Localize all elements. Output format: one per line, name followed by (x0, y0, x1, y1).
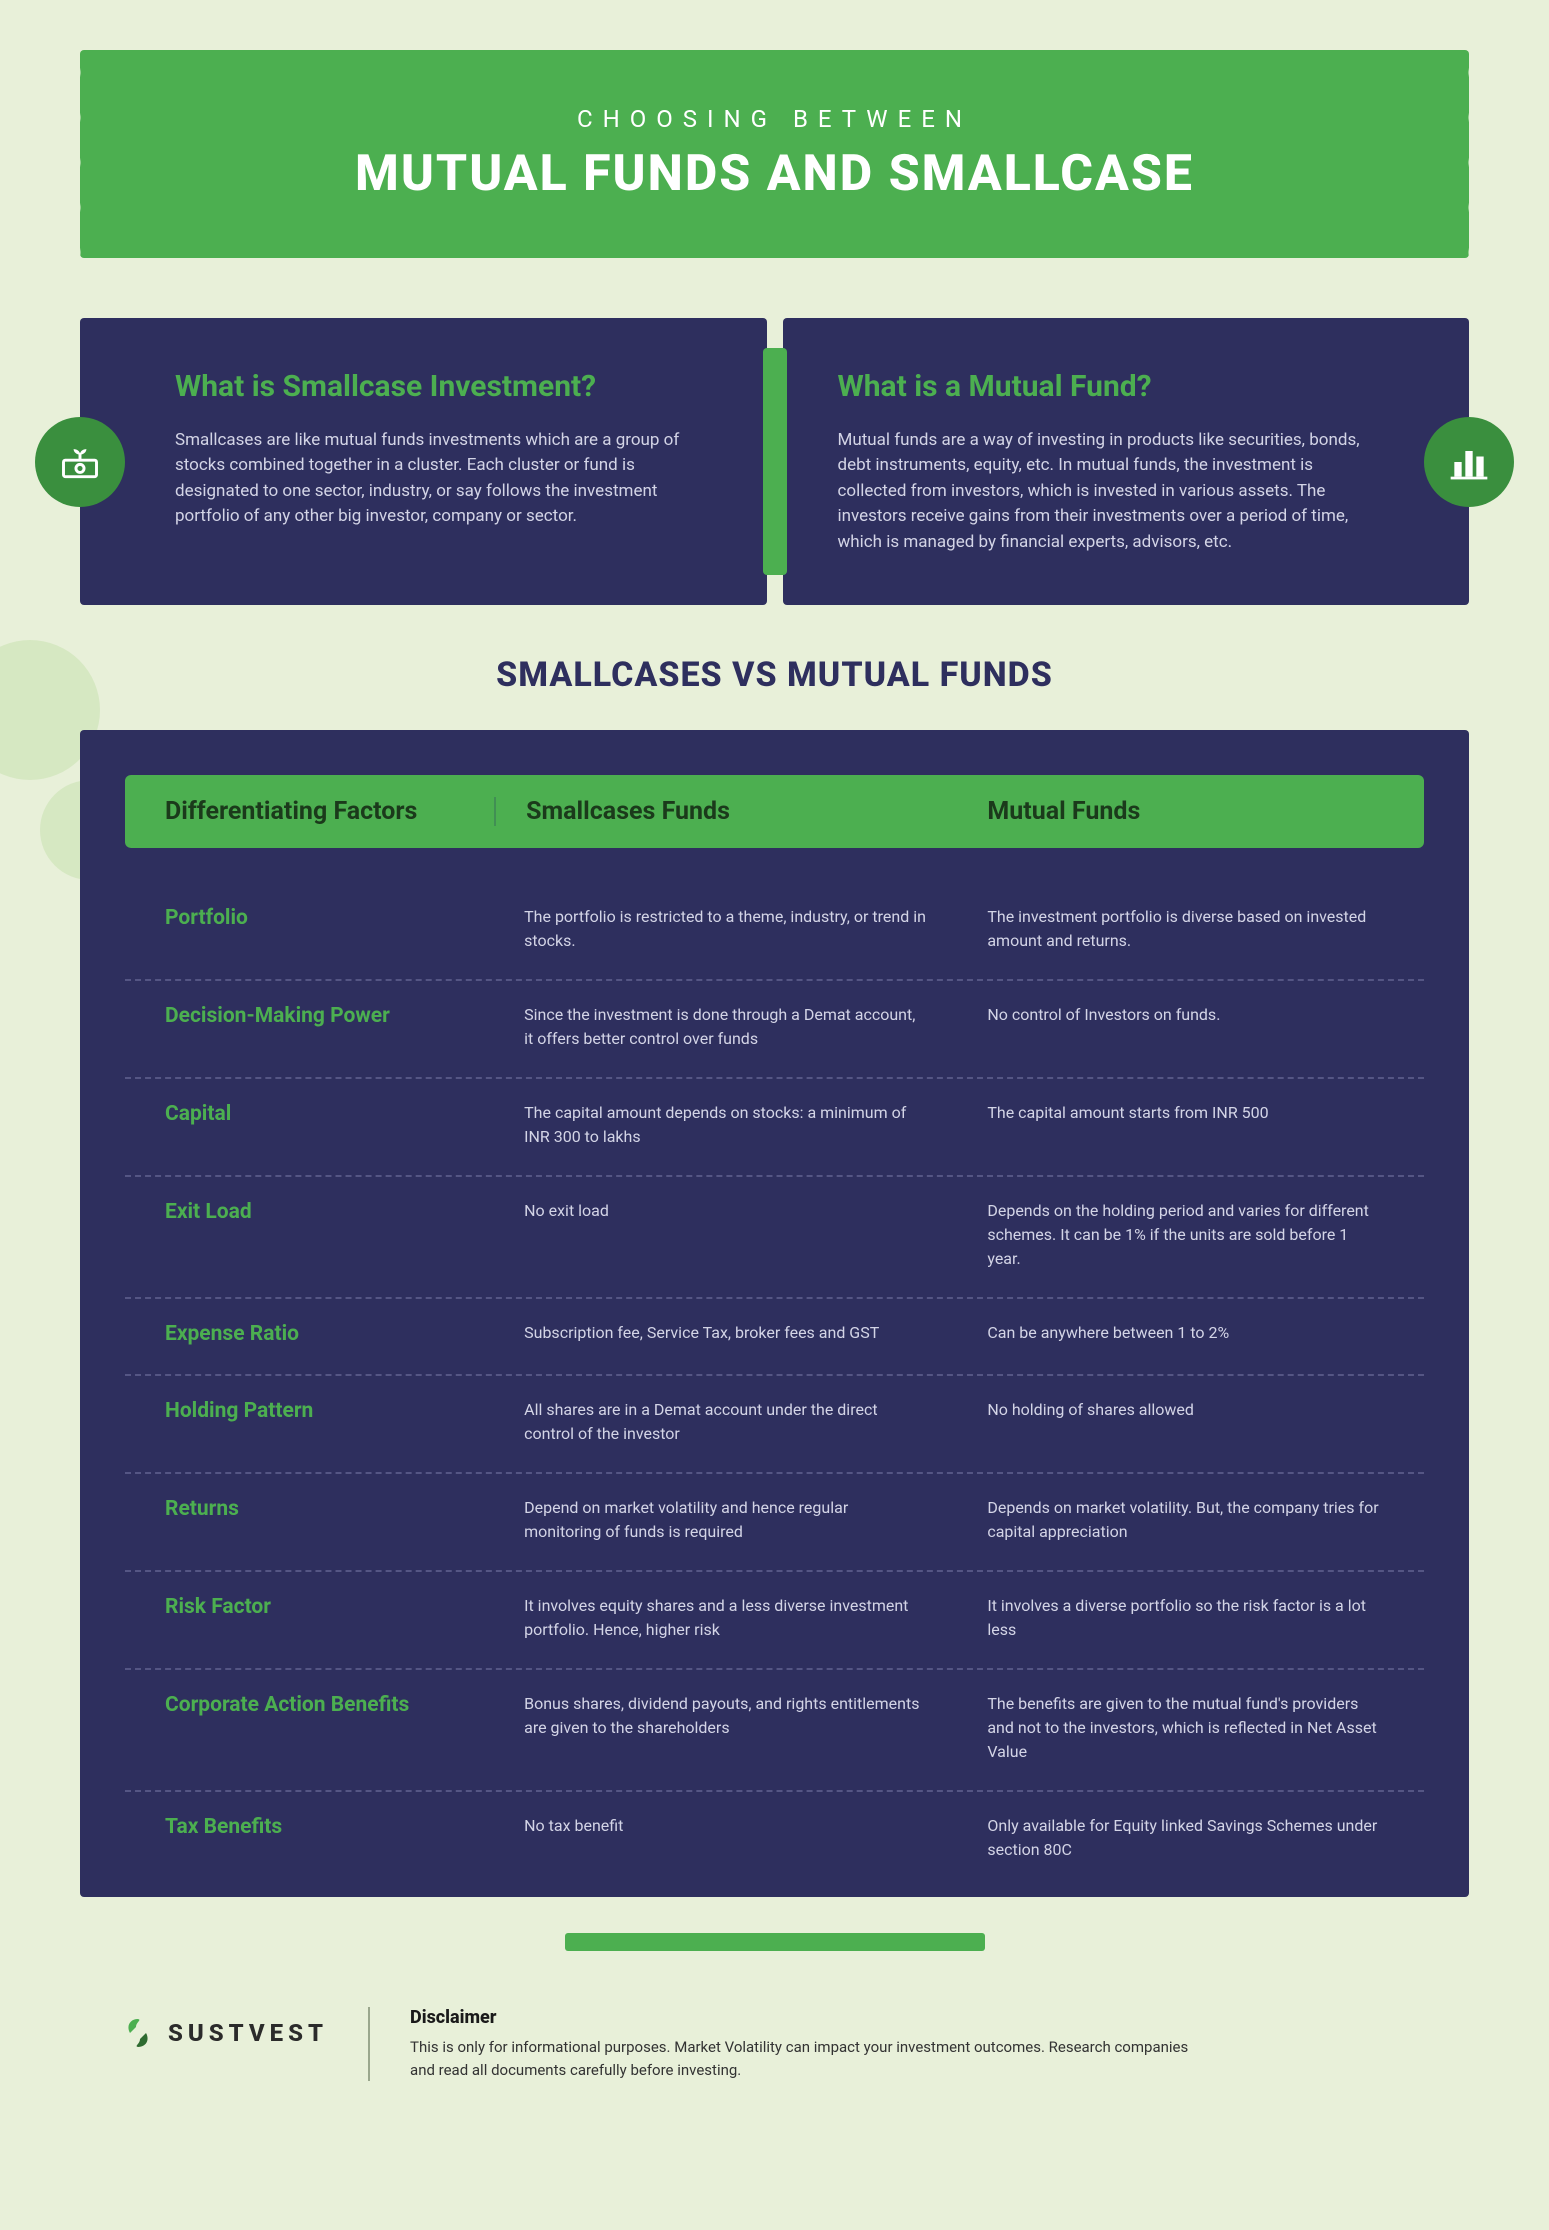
brand-name: SUSTVEST (168, 2019, 328, 2047)
row-smallcase-value: The capital amount depends on stocks: a … (494, 1101, 957, 1149)
disclaimer-body: This is only for informational purposes.… (410, 2036, 1190, 2081)
row-mutual-value: Can be anywhere between 1 to 2% (957, 1321, 1384, 1348)
row-smallcase-value: All shares are in a Demat account under … (494, 1398, 957, 1446)
row-factor: Tax Benefits (165, 1814, 494, 1862)
row-factor: Decision-Making Power (165, 1003, 494, 1051)
row-mutual-value: It involves a diverse portfolio so the r… (957, 1594, 1384, 1642)
smallcase-body: Smallcases are like mutual funds investm… (175, 428, 712, 530)
row-factor: Exit Load (165, 1199, 494, 1271)
row-factor: Risk Factor (165, 1594, 494, 1642)
brand-logo-icon (120, 2015, 156, 2051)
header-smallcase: Smallcases Funds (494, 797, 957, 826)
smallcase-heading: What is Smallcase Investment? (175, 368, 712, 406)
row-mutual-value: The investment portfolio is diverse base… (957, 905, 1384, 953)
row-factor: Corporate Action Benefits (165, 1692, 494, 1764)
table-row: Holding PatternAll shares are in a Demat… (125, 1376, 1424, 1474)
disclaimer-heading: Disclaimer (410, 2007, 1190, 2028)
brand-logo: SUSTVEST (120, 2007, 328, 2051)
table-row: Expense RatioSubscription fee, Service T… (125, 1299, 1424, 1376)
mutual-definition-card: What is a Mutual Fund? Mutual funds are … (783, 318, 1470, 605)
section-title: SMALLCASES VS MUTUAL FUNDS (80, 655, 1469, 695)
table-row: ReturnsDepend on market volatility and h… (125, 1474, 1424, 1572)
row-mutual-value: Only available for Equity linked Savings… (957, 1814, 1384, 1862)
row-smallcase-value: Since the investment is done through a D… (494, 1003, 957, 1051)
row-smallcase-value: No exit load (494, 1199, 957, 1271)
table-row: Decision-Making PowerSince the investmen… (125, 981, 1424, 1079)
definition-divider (763, 348, 787, 575)
row-mutual-value: No control of Investors on funds. (957, 1003, 1384, 1051)
mutual-heading: What is a Mutual Fund? (838, 368, 1375, 406)
row-smallcase-value: Bonus shares, dividend payouts, and righ… (494, 1692, 957, 1764)
mutual-body: Mutual funds are a way of investing in p… (838, 428, 1375, 556)
row-factor: Portfolio (165, 905, 494, 953)
table-row: Corporate Action BenefitsBonus shares, d… (125, 1670, 1424, 1792)
definitions-row: What is Smallcase Investment? Smallcases… (80, 318, 1469, 605)
table-row: Tax BenefitsNo tax benefitOnly available… (125, 1792, 1424, 1888)
footer: SUSTVEST Disclaimer This is only for inf… (80, 2007, 1469, 2081)
table-row: CapitalThe capital amount depends on sto… (125, 1079, 1424, 1177)
table-row: Exit LoadNo exit loadDepends on the hold… (125, 1177, 1424, 1299)
footer-separator (368, 2007, 370, 2081)
row-factor: Holding Pattern (165, 1398, 494, 1446)
table-row: Risk FactorIt involves equity shares and… (125, 1572, 1424, 1670)
header-title: MUTUAL FUNDS AND SMALLCASE (120, 145, 1429, 203)
header-banner: CHOOSING BETWEEN MUTUAL FUNDS AND SMALLC… (80, 50, 1469, 258)
row-factor: Returns (165, 1496, 494, 1544)
row-smallcase-value: It involves equity shares and a less div… (494, 1594, 957, 1642)
bar-chart-icon (1424, 417, 1514, 507)
row-smallcase-value: The portfolio is restricted to a theme, … (494, 905, 957, 953)
table-header-row: Differentiating Factors Smallcases Funds… (125, 775, 1424, 848)
row-smallcase-value: No tax benefit (494, 1814, 957, 1862)
disclaimer-block: Disclaimer This is only for informationa… (410, 2007, 1190, 2081)
smallcase-definition-card: What is Smallcase Investment? Smallcases… (80, 318, 767, 605)
row-factor: Expense Ratio (165, 1321, 494, 1348)
header-factor: Differentiating Factors (165, 797, 494, 826)
row-mutual-value: Depends on the holding period and varies… (957, 1199, 1384, 1271)
row-mutual-value: Depends on market volatility. But, the c… (957, 1496, 1384, 1544)
table-row: PortfolioThe portfolio is restricted to … (125, 883, 1424, 981)
header-subtitle: CHOOSING BETWEEN (120, 105, 1429, 133)
table-footer-accent (565, 1933, 985, 1951)
row-factor: Capital (165, 1101, 494, 1149)
row-mutual-value: The benefits are given to the mutual fun… (957, 1692, 1384, 1764)
row-mutual-value: The capital amount starts from INR 500 (957, 1101, 1384, 1149)
row-smallcase-value: Depend on market volatility and hence re… (494, 1496, 957, 1544)
comparison-table: Differentiating Factors Smallcases Funds… (80, 730, 1469, 1897)
header-mutual: Mutual Funds (957, 797, 1384, 826)
row-mutual-value: No holding of shares allowed (957, 1398, 1384, 1446)
money-plant-icon (35, 417, 125, 507)
row-smallcase-value: Subscription fee, Service Tax, broker fe… (494, 1321, 957, 1348)
